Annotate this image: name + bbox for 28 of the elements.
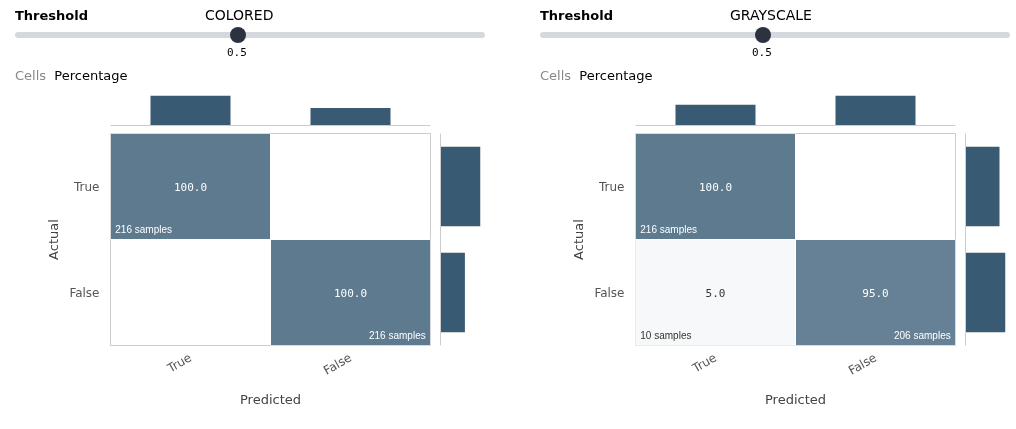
data-label: 100.0 [333, 286, 368, 300]
x-tick-label: False [320, 350, 354, 378]
chart-title: COLORED [205, 6, 274, 25]
text: Percentage [54, 68, 128, 83]
y-axis-title: Actual [571, 219, 587, 260]
annotation: 216 samples [640, 224, 697, 236]
text: Threshold [540, 7, 614, 25]
x-tick-label: True [164, 350, 195, 376]
x-tick-label: False [845, 350, 879, 378]
text: Threshold [15, 7, 89, 25]
text: 0.5 [752, 45, 772, 61]
text: Cells [540, 68, 572, 83]
data-label: 100.0 [173, 180, 208, 194]
text: 0.5 [227, 45, 247, 61]
text: Percentage [579, 68, 653, 83]
y-axis-title: Actual [46, 219, 62, 260]
x-axis-title: Predicted [239, 391, 302, 407]
chart-title: GRAYSCALE [730, 6, 812, 25]
x-axis-title: Predicted [764, 391, 827, 407]
annotation: 10 samples [640, 330, 692, 342]
annotation: 206 samples [894, 330, 951, 342]
annotation: 216 samples [115, 224, 172, 236]
data-label: 5.0 [705, 286, 726, 300]
data-label: 100.0 [698, 180, 733, 194]
data-label: 95.0 [862, 286, 889, 300]
x-tick-label: True [689, 350, 720, 376]
annotation: 216 samples [369, 330, 426, 342]
text: Cells [15, 68, 47, 83]
